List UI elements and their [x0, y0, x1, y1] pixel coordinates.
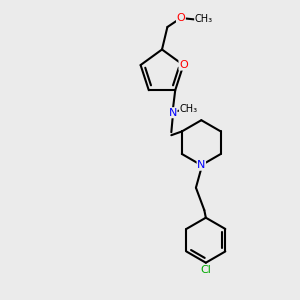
- Text: CH₃: CH₃: [195, 14, 213, 25]
- Text: Cl: Cl: [200, 265, 211, 275]
- Text: O: O: [179, 60, 188, 70]
- Text: N: N: [197, 160, 206, 170]
- Text: N: N: [169, 108, 177, 118]
- Text: CH₃: CH₃: [179, 104, 197, 114]
- Text: O: O: [176, 13, 185, 23]
